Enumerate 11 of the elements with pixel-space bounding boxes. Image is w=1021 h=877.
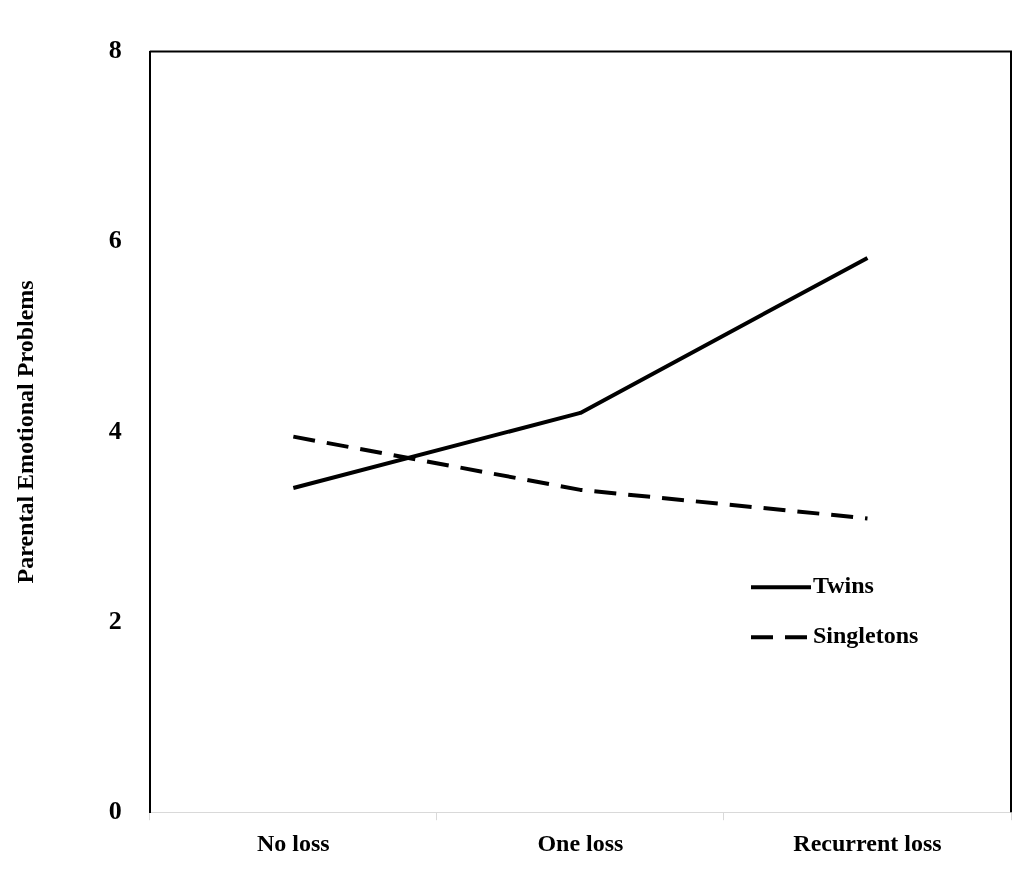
y-tick-label: 0 xyxy=(108,795,122,825)
y-tick-label: 4 xyxy=(108,415,122,445)
y-axis-title: Parental Emotional Problems xyxy=(11,280,38,584)
y-tick-label: 8 xyxy=(108,35,122,65)
legend-label: Singletons xyxy=(813,622,919,649)
x-tick-label: Recurrent loss xyxy=(793,829,942,856)
y-tick-label: 2 xyxy=(108,605,122,635)
legend-label: Twins xyxy=(813,572,874,599)
x-tick-label: No loss xyxy=(256,829,330,856)
y-tick-label: 6 xyxy=(108,225,122,255)
x-tick-label: One loss xyxy=(537,829,624,856)
